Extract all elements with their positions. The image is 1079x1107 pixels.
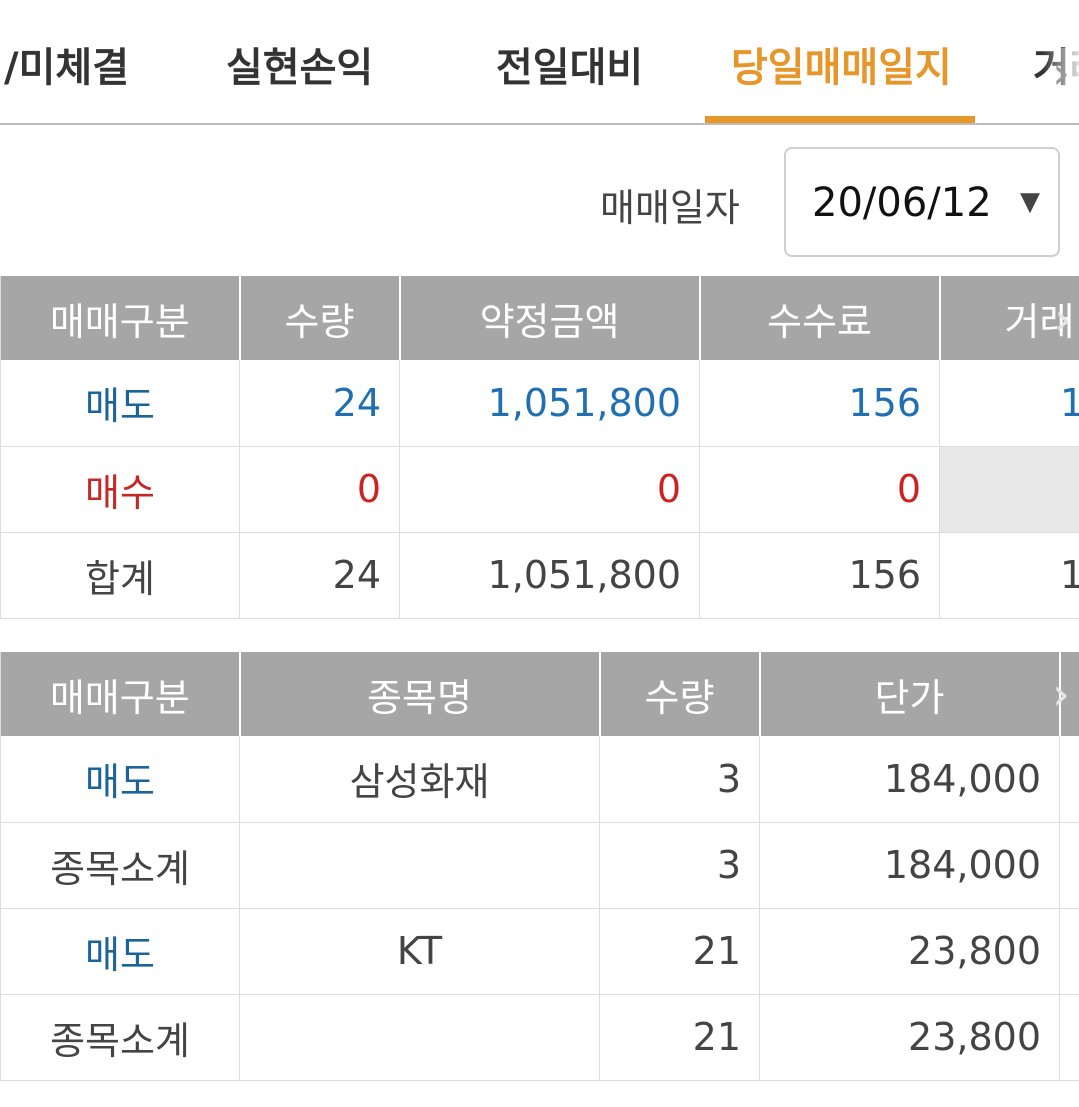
col-amount: 약정금액 [399,276,701,360]
col-trade-type: 매매구분 [0,652,241,736]
trade-type: 합계 [0,532,240,619]
trade-type: 매도 [0,736,240,823]
trade-type: 종목소계 [0,994,240,1081]
unit-price: 23,800 [759,994,1060,1081]
trade-type: 종목소계 [0,822,240,909]
tab-prev-day[interactable]: 전일대비 [496,45,644,91]
stock-name: KT [239,908,600,995]
table-row[interactable]: 종목소계 21 23,800 [0,994,1079,1081]
col-fee: 수수료 [699,276,941,360]
quantity: 3 [599,822,760,909]
col-quantity: 수량 [239,276,401,360]
more-cell [1059,736,1079,823]
more-cell [1059,822,1079,909]
tab-unfilled[interactable]: /미체결 [4,45,130,91]
detail-header-row: 매매구분 종목명 수량 단가 [0,652,1079,736]
unit-price: 184,000 [759,822,1060,909]
trade-date-select[interactable]: 20/06/12 ▼ [784,147,1060,257]
col-stock-name: 종목명 [239,652,601,736]
col-quantity: 수량 [599,652,761,736]
stock-name [239,994,600,1081]
quantity: 0 [239,446,400,533]
table-row[interactable]: 매도 삼성화재 3 184,000 [0,736,1079,823]
col-more [1059,652,1079,736]
fee: 0 [699,446,940,533]
tab-bar: /미체결 실현손익 전일대비 당일매매일지 거래 › [0,0,1079,125]
table-row[interactable]: 매수 0 0 0 [0,446,1079,533]
trade-date-value: 20/06/12 [812,180,992,226]
quantity: 21 [599,908,760,995]
summary-table: 매매구분 수량 약정금액 수수료 거래 매도 24 1,051,800 156 … [0,276,1079,619]
quantity: 24 [239,360,400,447]
trade-tax [939,446,1079,533]
col-unit-price: 단가 [759,652,1061,736]
caret-down-icon: ▼ [1020,187,1040,217]
quantity: 3 [599,736,760,823]
more-cell [1059,908,1079,995]
quantity: 24 [239,532,400,619]
trade-tax: 1 [939,360,1079,447]
fee: 156 [699,532,940,619]
stock-name: 삼성화재 [239,736,600,823]
trade-type: 매도 [0,360,240,447]
table-row[interactable]: 종목소계 3 184,000 [0,822,1079,909]
detail-table: 매매구분 종목명 수량 단가 매도 삼성화재 3 184,000 종목소계 3 … [0,652,1079,1081]
active-tab-indicator [705,116,975,123]
col-trade-type: 매매구분 [0,276,241,360]
amount: 1,051,800 [399,532,700,619]
quantity: 21 [599,994,760,1081]
tab-realized-pnl[interactable]: 실현손익 [226,45,374,91]
stock-name [239,822,600,909]
chevron-right-icon[interactable]: › [1054,294,1072,345]
table-row[interactable]: 매도 KT 21 23,800 [0,908,1079,995]
trade-tax: 1 [939,532,1079,619]
chevron-right-icon[interactable]: › [1043,48,1079,100]
trade-type: 매도 [0,908,240,995]
fee: 156 [699,360,940,447]
table-row[interactable]: 합계 24 1,051,800 156 1 [0,532,1079,619]
unit-price: 23,800 [759,908,1060,995]
amount: 1,051,800 [399,360,700,447]
unit-price: 184,000 [759,736,1060,823]
amount: 0 [399,446,700,533]
trade-type: 매수 [0,446,240,533]
summary-header-row: 매매구분 수량 약정금액 수수료 거래 [0,276,1079,360]
page-bottom [0,1081,1079,1107]
more-cell [1059,994,1079,1081]
col-trade-tax: 거래 [939,276,1079,360]
tab-daily-journal[interactable]: 당일매매일지 [731,45,952,91]
trade-date-label: 매매일자 [600,186,740,230]
table-row[interactable]: 매도 24 1,051,800 156 1 [0,360,1079,447]
chevron-right-icon[interactable]: › [1052,669,1070,720]
